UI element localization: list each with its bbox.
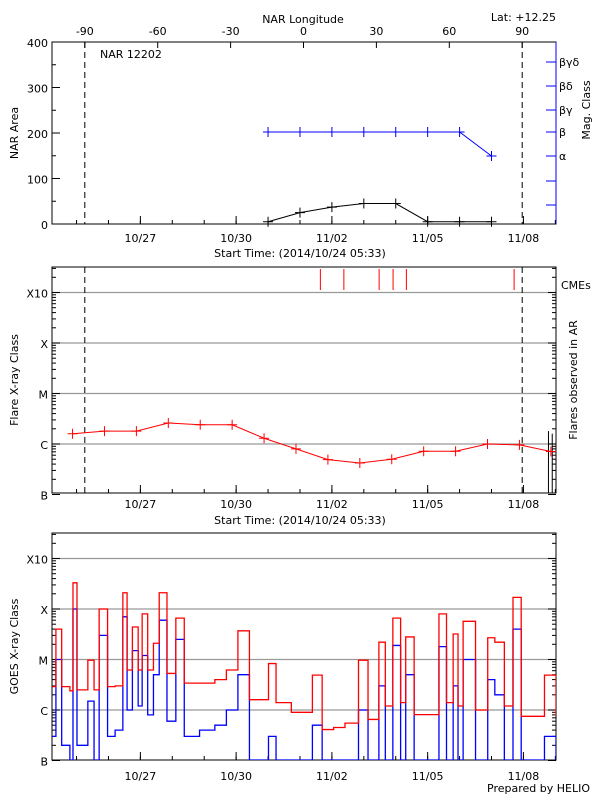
top-tick-label: 90 [515, 25, 529, 38]
x-tick-label: 11/08 [508, 770, 540, 783]
lat-label: Lat: +12.25 [491, 11, 556, 24]
x-tick-label: 11/05 [412, 770, 444, 783]
x-tick-label: 10/30 [220, 770, 252, 783]
top-tick-label: 30 [369, 25, 383, 38]
cme-label: CMEs [561, 279, 591, 292]
top-tick-label: 60 [442, 25, 456, 38]
y-tick-label: 200 [27, 128, 48, 141]
y-tick-label: 400 [27, 37, 48, 50]
x-tick-label: 11/02 [316, 498, 348, 511]
y-tick-label: 100 [27, 174, 48, 187]
x-tick-label: 11/02 [316, 770, 348, 783]
plot-frame [51, 266, 557, 494]
area-point [358, 198, 369, 209]
mag-class-point [263, 127, 274, 137]
flare-class-point [386, 454, 397, 465]
top-axis-label: NAR Longitude [262, 13, 344, 26]
y-tick-label: B [40, 756, 48, 769]
x-tick-label: 10/30 [220, 498, 252, 511]
flare-class-point [322, 454, 333, 465]
y-tick-label: C [40, 705, 48, 718]
mag-tick-label: β [559, 126, 566, 139]
mag-class-point [454, 127, 465, 137]
goes-short-channel-line [52, 608, 556, 760]
panel-title: NAR 12202 [100, 48, 162, 61]
top-tick-label: -30 [222, 25, 240, 38]
top-tick-label: -90 [76, 25, 94, 38]
y-tick-label: X10 [26, 288, 48, 301]
area-point [263, 216, 274, 227]
flare-class-point [99, 426, 110, 437]
y-tick-label: C [40, 439, 48, 452]
plot-frame [51, 41, 557, 225]
top-tick-label: -60 [149, 25, 167, 38]
y-tick-label: M [39, 655, 49, 668]
mag-axis-label: Mag. Class [580, 80, 593, 139]
flare-class-point [450, 446, 461, 457]
y-axis-label: Flare X-ray Class [8, 334, 21, 426]
x-tick-label: 10/27 [125, 232, 157, 245]
flare-class-point [131, 426, 142, 437]
flare-class-point [227, 419, 238, 430]
mag-class-point [358, 127, 369, 137]
area-line [267, 203, 492, 223]
x-axis-label: Start Time: (2014/10/24 05:33) [214, 247, 386, 260]
flare-class-point [354, 458, 365, 469]
y-tick-label: X10 [26, 554, 48, 567]
y-tick-label: M [39, 389, 49, 402]
flare-class-point [290, 443, 301, 454]
y-tick-label: 300 [27, 83, 48, 96]
mag-tick-label: α [559, 150, 566, 163]
x-tick-label: 11/05 [412, 232, 444, 245]
y-axis-label: NAR Area [8, 107, 21, 159]
mag-tick-label: βδ [559, 80, 573, 93]
flare-class-point [163, 418, 174, 429]
x-tick-label: 11/08 [508, 232, 540, 245]
flare-class-point [67, 428, 78, 439]
mag-class-point [390, 127, 401, 137]
y-tick-label: 0 [41, 219, 48, 232]
y-tick-label: B [40, 490, 48, 503]
x-tick-label: 10/30 [220, 232, 252, 245]
mag-class-point [486, 151, 497, 161]
mag-tick-label: βγ [559, 104, 573, 117]
flare-class-point [259, 433, 270, 444]
y-axis-label: GOES X-ray Class [8, 598, 21, 694]
area-point [454, 216, 465, 227]
x-tick-label: 10/27 [125, 770, 157, 783]
mag-class-point [294, 127, 305, 137]
y-tick-label: X [40, 604, 48, 617]
x-tick-label: 10/27 [125, 498, 157, 511]
x-tick-label: 11/02 [316, 232, 348, 245]
area-point [326, 202, 337, 213]
y-tick-label: X [40, 338, 48, 351]
x-tick-label: 11/05 [412, 498, 444, 511]
area-point [486, 216, 497, 227]
flare-class-point [514, 439, 525, 450]
area-point [294, 207, 305, 218]
flare-class-line [72, 422, 552, 464]
flare-class-point [545, 446, 556, 457]
flare-class-point [482, 439, 493, 449]
top-tick-label: 0 [300, 25, 307, 38]
mag-tick-label: βγδ [559, 56, 580, 69]
goes-long-channel-line [52, 582, 556, 731]
area-point [422, 216, 433, 227]
area-point [390, 198, 401, 209]
credit-label: Prepared by HELIO [487, 782, 590, 795]
flares-observed-label: Flares observed in AR [567, 320, 580, 440]
flare-class-point [418, 446, 429, 457]
x-axis-label: Start Time: (2014/10/24 05:33) [214, 514, 386, 527]
mag-class-line [268, 131, 492, 157]
x-tick-label: 11/08 [508, 498, 540, 511]
mag-class-point [422, 127, 433, 137]
mag-class-point [326, 127, 337, 137]
flare-class-point [195, 419, 206, 430]
